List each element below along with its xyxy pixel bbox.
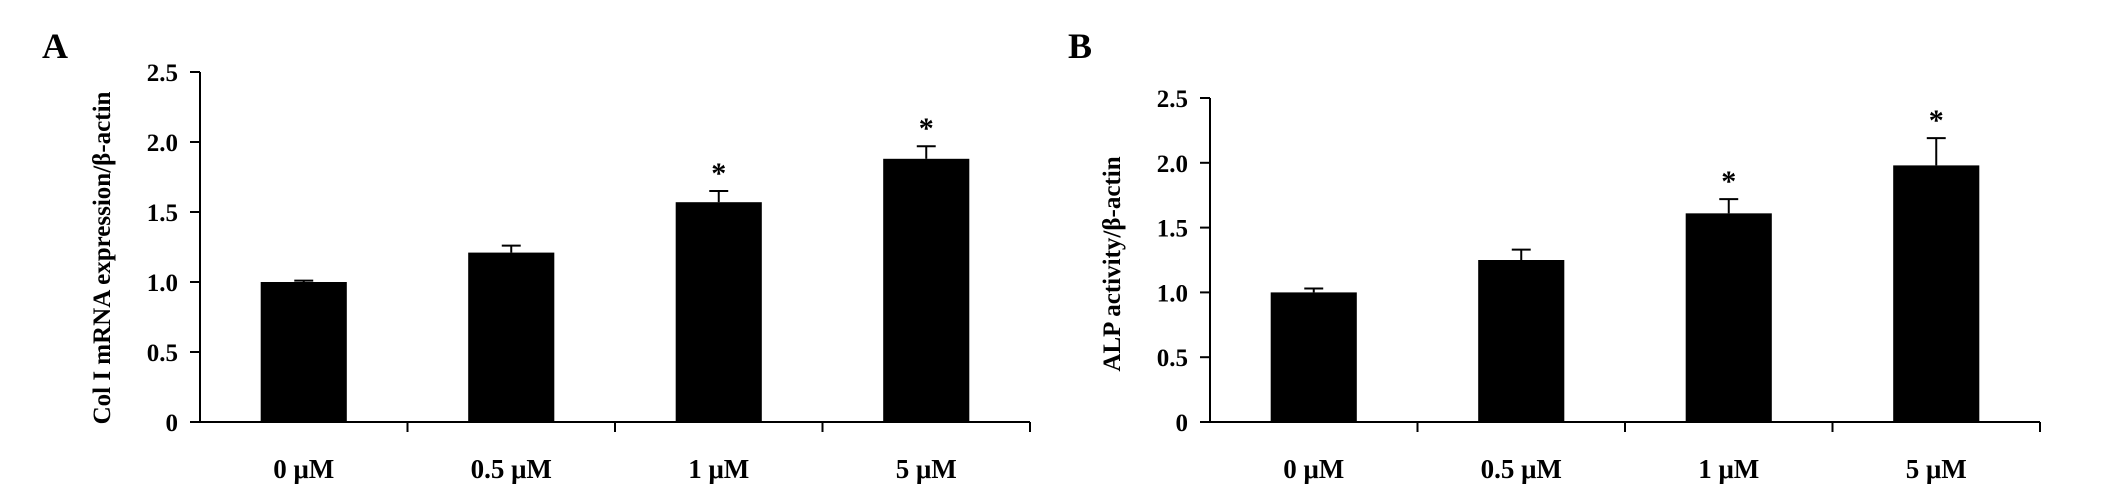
panel-a-category-label: 5 μM	[896, 454, 957, 484]
panel-b-y-tick-label: 0.5	[1157, 345, 1188, 372]
panel-b-significance-marker: *	[1721, 165, 1736, 198]
panel-b-y-tick-label: 1.0	[1157, 280, 1188, 307]
panel-b-bar	[1478, 260, 1565, 422]
panel-a-significance-marker: *	[711, 157, 726, 190]
panel-a-bar	[260, 282, 347, 422]
panel-a-y-tick-label: 0.5	[147, 340, 178, 367]
panel-a-y-axis-label: Col I mRNA expression/β-actin	[89, 91, 116, 424]
panel-b-category-label: 5 μM	[1906, 454, 1967, 484]
panel-b-category-label: 0.5 μM	[1481, 454, 1562, 484]
panel-b-bar	[1893, 165, 1980, 422]
panel-b-chart: B ALP activity/β-actin 0 0.5 1.0 1.5 2.0 2.5 0…	[1068, 26, 2041, 484]
panel-b-y-tick-label: 2.0	[1157, 151, 1188, 178]
panel-a-letter: A	[42, 26, 68, 66]
panel-b-bar	[1270, 292, 1357, 422]
panel-b-category-label: 0 μM	[1283, 454, 1344, 484]
panel-b-significance-marker: *	[1929, 104, 1944, 137]
panel-a-y-tick-label: 2.5	[147, 60, 178, 87]
panel-a-y-tick-label: 1.5	[147, 200, 178, 227]
panel-b-bar	[1685, 213, 1772, 422]
panel-b-category-label: 1 μM	[1698, 454, 1759, 484]
panel-b-y-tick-label: 0	[1176, 410, 1189, 437]
panel-a-y-tick-label: 1.0	[147, 270, 178, 297]
panel-a-bar	[468, 252, 555, 422]
panel-a-category-label: 1 μM	[688, 454, 749, 484]
panel-a-y-tick-label: 0	[166, 410, 179, 437]
panel-b-y-axis-label: ALP activity/β-actin	[1099, 156, 1126, 371]
panel-a-chart: A Col I mRNA expression/β-actin 0 0.5 1.0 1…	[42, 26, 1031, 484]
panel-a-y-tick-label: 2.0	[147, 130, 178, 157]
panel-b-y-tick-label: 2.5	[1157, 86, 1188, 113]
panel-a-bar	[883, 158, 970, 423]
panel-b-y-tick-label: 1.5	[1157, 216, 1188, 243]
panel-a-significance-marker: *	[919, 112, 934, 145]
panel-a-bar	[675, 202, 762, 422]
panel-a-category-label: 0 μM	[273, 454, 334, 484]
panel-a-category-label: 0.5 μM	[471, 454, 552, 484]
panel-b-letter: B	[1068, 26, 1092, 66]
